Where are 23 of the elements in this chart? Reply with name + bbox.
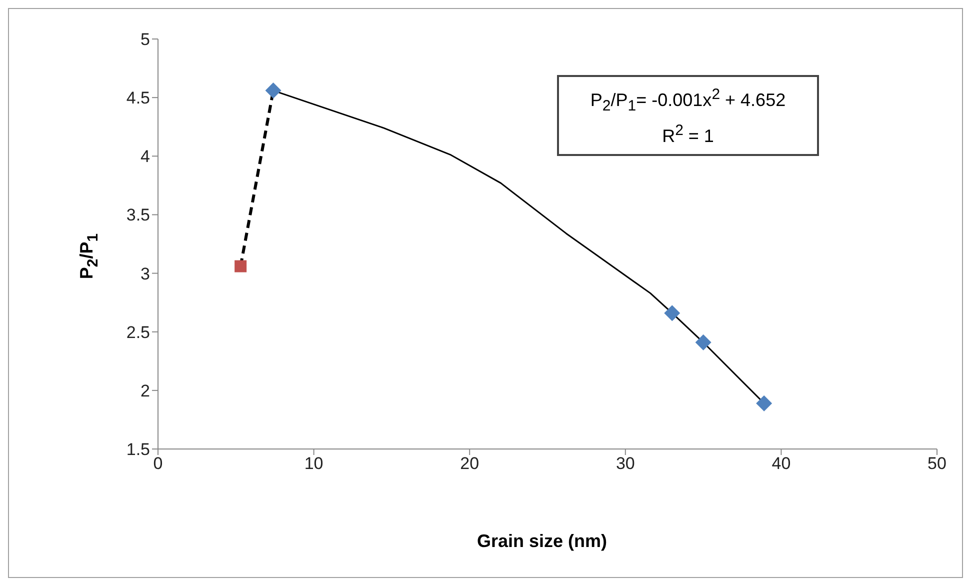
annotation: P$_{2}$/P$_{1}$= -0.001x$^{2}$ + 4.652 xyxy=(589,85,787,117)
annotation: R$^{2}$ = 1 xyxy=(661,120,715,148)
y-tick-label: 1.5 xyxy=(126,440,150,460)
point xyxy=(756,395,772,412)
x-tick-label: 30 xyxy=(616,454,635,474)
x-tick-label: 0 xyxy=(153,454,163,474)
x-tick-label: 50 xyxy=(928,454,946,474)
y-tick-label: 2 xyxy=(140,381,150,400)
x-axis-title: Grain size (nm) xyxy=(476,531,608,552)
x-tick-label: 10 xyxy=(304,454,324,474)
point xyxy=(265,82,282,99)
y-tick-label: 4.5 xyxy=(126,88,150,108)
y-tick-label: 4 xyxy=(140,147,150,166)
y-tick-label: 5 xyxy=(140,30,150,50)
y-tick-label: 2.5 xyxy=(126,322,150,342)
point xyxy=(664,305,680,322)
x-tick-label: 40 xyxy=(772,454,791,474)
y-tick-label: 3 xyxy=(140,264,150,284)
x-tick-label: 20 xyxy=(460,454,480,474)
equation-box: P$_{2}$/P$_{1}$= -0.001x$^{2}$ + 4.652 R$^{2}$ = 1 xyxy=(557,75,819,156)
point xyxy=(695,334,712,350)
point xyxy=(234,260,247,272)
y-tick-label: 3.5 xyxy=(126,206,150,225)
